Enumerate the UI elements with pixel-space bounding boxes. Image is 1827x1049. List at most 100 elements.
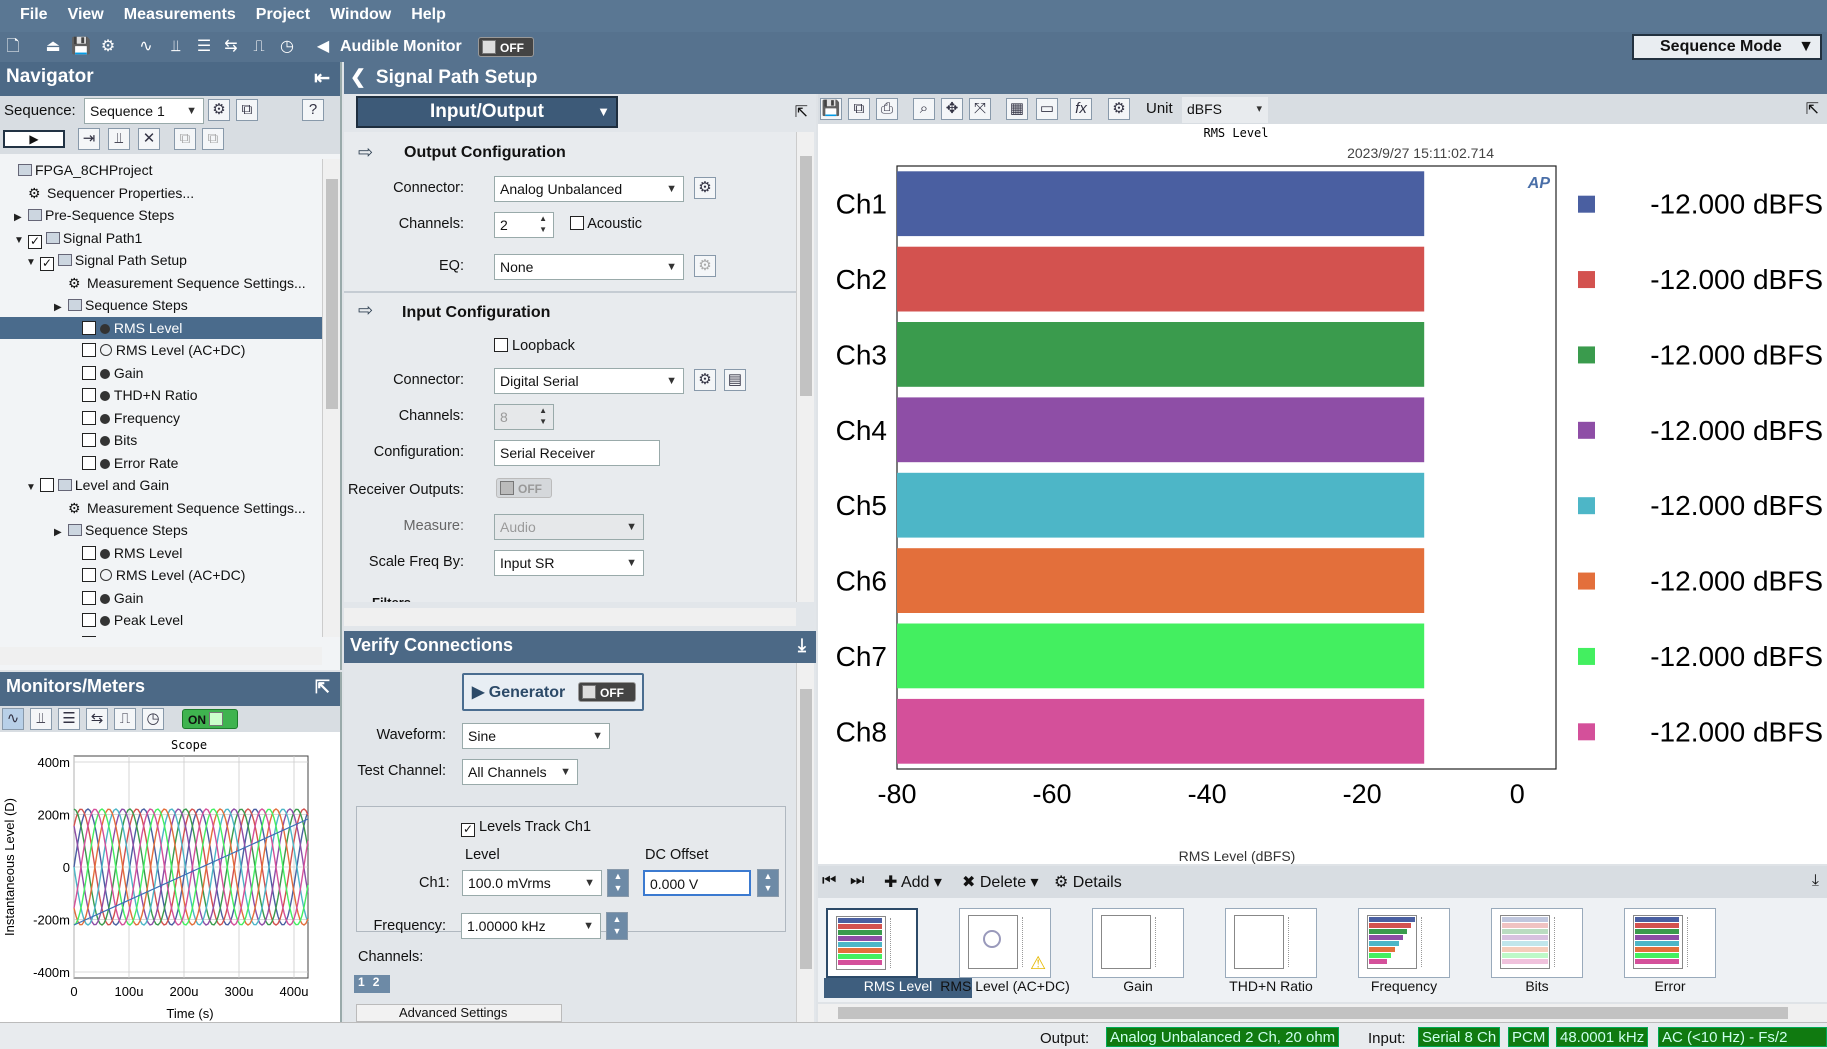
tree-checkbox[interactable]: ✓ [28, 233, 42, 249]
in-connector-settings-icon[interactable]: ⚙ [694, 369, 716, 391]
menu-measurements[interactable]: Measurements [123, 6, 236, 23]
new-file-icon[interactable]: 🗋 [6, 38, 20, 55]
test-channel-select[interactable]: All Channels ▼ [462, 759, 578, 785]
navigator-scrollbar[interactable] [322, 159, 340, 637]
sequence-copy-icon[interactable]: ⧉ [236, 99, 258, 121]
tree-checkbox[interactable] [82, 455, 96, 470]
out-channels-stepper[interactable]: 2 ▲ ▼ [494, 212, 554, 238]
result-thumbnail[interactable] [1092, 908, 1184, 978]
result-thumbnail[interactable] [1491, 908, 1583, 978]
tree-checkbox[interactable] [82, 433, 96, 447]
timer-icon[interactable]: ◷ [142, 708, 164, 730]
results-dock-icon[interactable]: ⤓ [1811, 872, 1819, 889]
tree-item[interactable]: THD+N Ratio [0, 384, 322, 407]
tree-checkbox[interactable] [82, 545, 96, 560]
pan-icon[interactable]: ✥ [941, 98, 963, 120]
tree-checkbox[interactable]: ✓ [40, 256, 54, 271]
first-page-icon[interactable]: ⏮ [822, 872, 837, 889]
io-select[interactable]: Input/Output ▼ [356, 96, 618, 128]
spectrum-icon[interactable]: ⫫ [171, 38, 181, 55]
tree-checkbox[interactable] [82, 365, 96, 380]
result-thumbnail[interactable] [1225, 908, 1317, 978]
list-icon[interactable]: ☰ [196, 38, 212, 55]
zoom-icon[interactable]: ⌕ [913, 98, 935, 120]
back-icon[interactable]: ❮ [350, 67, 366, 88]
audible-monitor-toggle[interactable]: OFF [478, 37, 534, 57]
sequence-select[interactable]: Sequence 1 ▼ [84, 98, 204, 124]
result-thumbnail[interactable] [826, 908, 918, 978]
function-icon[interactable]: fx [1070, 98, 1092, 120]
menu-file[interactable]: File [20, 6, 48, 23]
expand-icon[interactable]: ▶ [54, 527, 62, 538]
expand-icon[interactable]: ▼ [26, 482, 36, 493]
expand-icon[interactable]: ▶ [54, 302, 62, 313]
copy-step-icon[interactable]: ⧉ [174, 128, 196, 150]
in-connector-panel-icon[interactable]: ▤ [724, 369, 746, 391]
result-thumbnail[interactable] [1624, 908, 1716, 978]
graph-print-icon[interactable]: ⎙ [876, 98, 898, 120]
tree-item[interactable]: ▼ Level and Gain [0, 474, 322, 497]
tree-checkbox[interactable] [82, 388, 96, 402]
table-icon[interactable]: ▦ [1006, 98, 1028, 120]
scale-freq-select[interactable]: Input SR ▼ [494, 550, 644, 576]
acoustic-checkbox[interactable]: Acoustic [570, 216, 642, 232]
sps-hscrollbar[interactable] [344, 608, 796, 626]
loopback-checkbox[interactable]: Loopback [494, 338, 575, 354]
graph-type-icon[interactable]: ▭ [1036, 98, 1058, 120]
tree-item[interactable]: ▼ ✓ Signal Path1 [0, 227, 322, 250]
tree-checkbox[interactable] [82, 410, 96, 425]
paste-step-icon[interactable]: ⧉ [202, 128, 224, 150]
clock-icon[interactable]: ◷ [280, 38, 294, 55]
tree-item[interactable]: Gain [0, 362, 322, 385]
eq-select[interactable]: None ▼ [494, 254, 684, 280]
tree-checkbox[interactable] [82, 568, 96, 582]
add-step-icon[interactable]: ⇥ [78, 128, 100, 150]
result-thumbnail[interactable]: ⚠ [959, 908, 1051, 978]
sps-popout-icon[interactable]: ⇱ [794, 104, 808, 121]
verify-scrollbar[interactable] [796, 663, 814, 1022]
configuration-field[interactable]: Serial Receiver [494, 440, 660, 466]
menu-view[interactable]: View [67, 6, 104, 23]
pulse-monitor-icon[interactable]: ⎍ [114, 708, 136, 730]
collapse-panel-icon[interactable]: ⇤ [314, 68, 330, 89]
tree-item[interactable]: Error Rate [0, 452, 322, 475]
out-connector-select[interactable]: Analog Unbalanced ▼ [494, 176, 684, 202]
navigator-hscrollbar[interactable] [0, 647, 322, 665]
tree-checkbox[interactable] [82, 343, 96, 357]
meters-icon[interactable]: ☰ [58, 708, 80, 730]
expand-icon[interactable]: ▼ [26, 257, 36, 268]
details-button[interactable]: ⚙ Details [1054, 874, 1122, 891]
tree-item[interactable]: Peak Level [0, 609, 322, 632]
delete-step-icon[interactable]: ✕ [138, 128, 160, 150]
menu-project[interactable]: Project [255, 6, 311, 23]
run-sequence-button[interactable]: ▶ [3, 130, 65, 148]
frequency-spinner[interactable]: ▲ ▼ [606, 912, 628, 940]
advanced-settings-button[interactable]: Advanced Settings [356, 1004, 562, 1022]
tree-checkbox[interactable] [82, 590, 96, 605]
levels-track-checkbox[interactable]: ✓ Levels Track Ch1 [461, 819, 592, 837]
ch1-level-field[interactable]: 100.0 mVrms ▼ [462, 870, 602, 896]
channel-icon[interactable]: ⇆ [86, 708, 108, 730]
save-icon[interactable]: 💾 [71, 38, 91, 55]
pulse-icon[interactable]: ⎍ [253, 38, 265, 55]
delete-result-button[interactable]: ✖ Delete ▾ [962, 874, 1039, 891]
help-icon[interactable]: ? [302, 99, 324, 121]
tree-item[interactable]: Frequency [0, 407, 322, 430]
receiver-outputs-toggle[interactable]: OFF [496, 478, 552, 498]
result-thumbnail[interactable] [1358, 908, 1450, 978]
add-result-button[interactable]: ✚ Add ▾ [884, 874, 942, 891]
fit-icon[interactable]: ⤧ [969, 98, 991, 120]
frequency-field[interactable]: 1.00000 kHz ▼ [461, 913, 601, 939]
tree-item[interactable]: ▶ Sequence Steps [0, 519, 322, 542]
graph-save-icon[interactable]: 💾 [820, 98, 842, 120]
tree-item[interactable]: Gain [0, 587, 322, 610]
tree-item[interactable]: RMS Level (AC+DC) [0, 339, 322, 362]
ch1-level-spinner[interactable]: ▲ ▼ [607, 869, 629, 897]
mode-select[interactable]: Sequence Mode ▼ [1632, 34, 1822, 60]
scope-icon[interactable]: ∿ [2, 708, 24, 730]
in-channels-stepper[interactable]: 8 ▲ ▼ [494, 404, 554, 430]
monitor-on-toggle[interactable]: ON [182, 709, 238, 729]
tree-item[interactable]: ⚙ Measurement Sequence Settings... [0, 497, 322, 520]
fft-icon[interactable]: ⫫ [30, 708, 52, 730]
waveform-select[interactable]: Sine ▼ [462, 723, 610, 749]
